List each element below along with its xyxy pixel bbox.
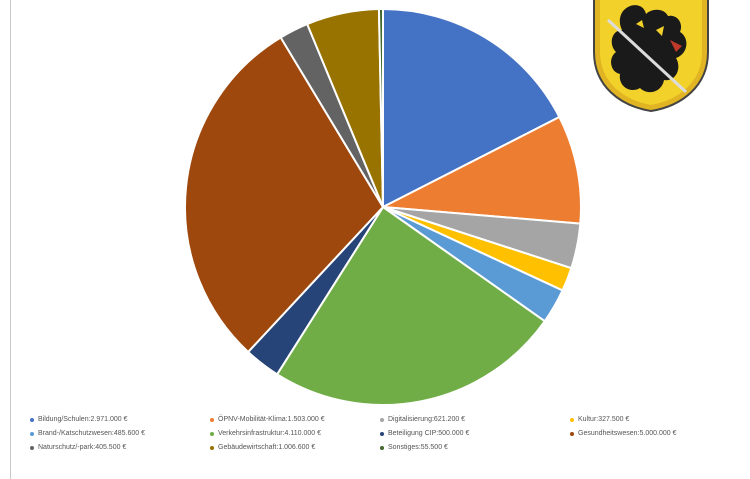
legend-item-1: ÖPNV-Mobilität-Klima: 1.503.000 € (210, 416, 380, 423)
pie-slice-1 (379, 115, 582, 225)
legend-label: Kultur: (578, 416, 599, 423)
legend-label: Naturschutz/-park: (38, 444, 96, 451)
legend-label: Beteiligung CIP: (388, 430, 439, 437)
pie-slice-10 (377, 7, 384, 208)
legend-item-9: Gebäudewirtschaft: 1.006.600 € (210, 444, 380, 451)
legend-swatch (570, 431, 574, 436)
legend-item-7: Gesundheitswesen: 5.000.000 € (570, 430, 730, 437)
pie-chart (184, 7, 582, 406)
legend-value: 4.110.000 € (284, 430, 321, 437)
pie-slice-0 (382, 7, 561, 209)
legend-value: 621.200 € (433, 416, 466, 423)
legend-swatch (210, 417, 214, 422)
legend-label: Gebäudewirtschaft: (218, 444, 279, 451)
legend-swatch (380, 431, 384, 436)
legend-label: Sonstiges: (388, 444, 421, 451)
legend-value: 5.000.000 € (639, 430, 677, 437)
legend-label: Bildung/Schulen: (38, 416, 91, 423)
pie-slice-5 (275, 205, 547, 406)
legend-item-8: Naturschutz/-park: 405.500 € (30, 444, 210, 451)
legend-item-3: Kultur: 327.500 € (570, 416, 730, 423)
pie-slice-7 (184, 36, 385, 354)
legend-swatch (380, 445, 384, 450)
legend-swatch (210, 431, 214, 436)
legend-swatch (30, 431, 34, 436)
legend-swatch (380, 417, 384, 422)
legend-value: 485.600 € (113, 430, 146, 437)
legend-value: 327.500 € (598, 416, 630, 423)
legend-value: 500.000 € (438, 430, 470, 437)
legend-item-6: Beteiligung CIP: 500.000 € (380, 430, 570, 437)
coat-of-arms-icon (593, 0, 709, 112)
legend-value: 1.503.000 € (287, 416, 325, 423)
legend-value: 405.500 € (95, 444, 127, 451)
legend-item-5: Verkehrsinfrastruktur: 4.110.000 € (210, 430, 380, 437)
legend-value: 1.006.600 € (278, 444, 316, 451)
legend-swatch (570, 417, 574, 422)
chart-legend: Bildung/Schulen: 2.971.000 € ÖPNV-Mobilit… (30, 416, 730, 451)
legend-value: 2.971.000 € (90, 416, 128, 423)
legend-item-10: Sonstiges: 55.500 € (380, 444, 570, 451)
legend-swatch (210, 445, 214, 450)
legend-item-0: Bildung/Schulen: 2.971.000 € (30, 416, 210, 423)
legend-value: 55.500 € (420, 444, 448, 451)
legend-label: ÖPNV-Mobilität-Klima: (218, 416, 288, 423)
legend-swatch (30, 417, 34, 422)
legend-item-4: Brand-/Katschutzwesen: 485.600 € (30, 430, 210, 437)
legend-label: Verkehrsinfrastruktur: (218, 430, 285, 437)
legend-label: Digitalisierung: (388, 416, 434, 423)
legend-swatch (30, 445, 34, 450)
frame-border (10, 0, 11, 479)
legend-label: Gesundheitswesen: (578, 430, 640, 437)
legend-label: Brand-/Katschutzwesen: (38, 430, 114, 437)
legend-item-2: Digitalisierung: 621.200 € (380, 416, 570, 423)
